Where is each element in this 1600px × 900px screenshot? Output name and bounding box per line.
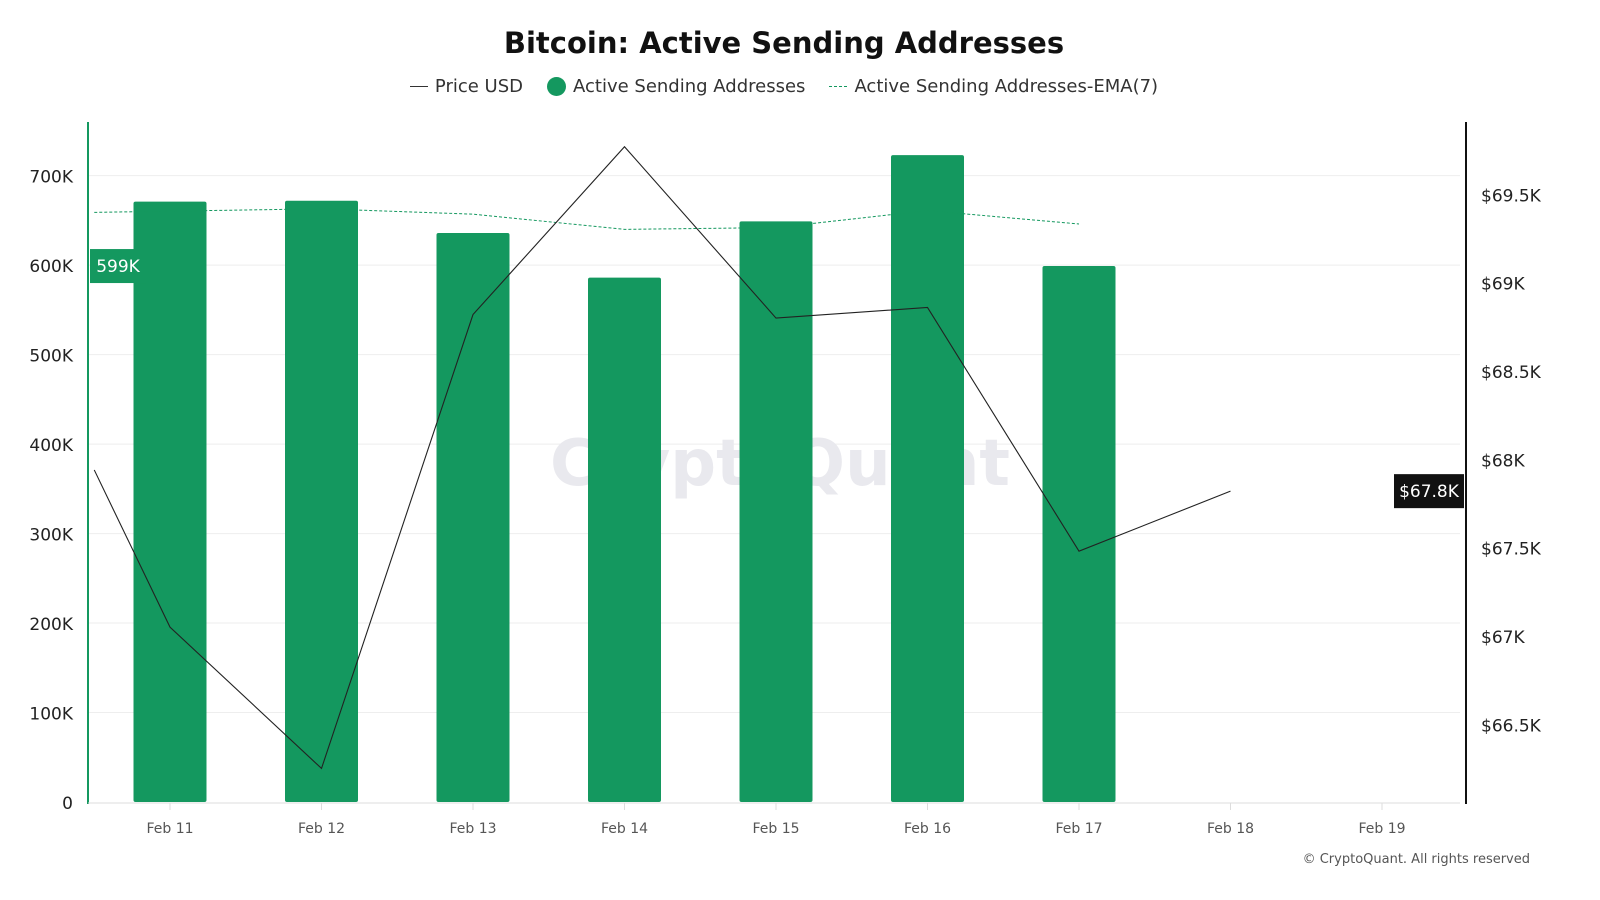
left-tick-label: 700K [29, 168, 73, 188]
right-tick-label: $69K [1481, 275, 1525, 295]
line-swatch-icon [409, 86, 428, 87]
legend-item-ema[interactable]: Active Sending Addresses-EMA(7) [829, 76, 1158, 97]
left-tick-label: 600K [29, 257, 73, 277]
left-tick-label: 0 [62, 794, 73, 814]
right-value-label: $67.8K [1399, 482, 1460, 502]
x-tick-label: Feb 12 [298, 821, 345, 837]
left-value-badge [90, 249, 146, 284]
bar-feb-15 [739, 221, 813, 802]
bar-feb-14 [588, 277, 661, 802]
x-tick-label: Feb 16 [904, 821, 951, 837]
dash-swatch-icon [829, 86, 848, 87]
left-tick-label: 500K [29, 347, 73, 367]
legend-item-active-sending[interactable]: Active Sending Addresses [547, 76, 805, 97]
bar-feb-12 [285, 200, 358, 803]
price-line [93, 145, 1231, 770]
right-tick-label: $68K [1481, 451, 1525, 471]
legend-label: Active Sending Addresses [573, 76, 806, 97]
x-tick-label: Feb 14 [601, 821, 648, 837]
legend-item-price[interactable]: Price USD [409, 76, 523, 97]
bar-feb-16 [891, 155, 964, 802]
x-tick-label: Feb 15 [752, 821, 799, 837]
right-value-badge [1394, 474, 1464, 509]
chart-title: Bitcoin: Active Sending Addresses [503, 26, 1065, 60]
x-tick-label: Feb 13 [449, 821, 496, 837]
x-tick-label: Feb 17 [1055, 821, 1102, 837]
left-value-label: 599K [96, 257, 140, 277]
right-tick-label: $68.5K [1481, 363, 1542, 383]
right-tick-label: $67.5K [1481, 540, 1542, 560]
copyright: © CryptoQuant. All rights reserved [1302, 852, 1530, 867]
ema-line [94, 208, 1080, 230]
x-tick-label: Feb 11 [146, 821, 193, 837]
legend: Price USD Active Sending Addresses Activ… [0, 76, 1568, 97]
dot-swatch-icon [547, 77, 566, 96]
x-tick-label: Feb 19 [1358, 821, 1405, 837]
legend-label: Price USD [434, 76, 523, 97]
right-tick-label: $69.5K [1481, 186, 1542, 206]
bar-feb-11 [133, 201, 207, 802]
x-tick-label: Feb 18 [1207, 821, 1254, 837]
right-tick-label: $67K [1481, 628, 1525, 648]
left-tick-label: 400K [29, 436, 73, 456]
left-tick-label: 200K [29, 615, 73, 635]
left-tick-label: 300K [29, 526, 73, 546]
bar-feb-13 [436, 232, 510, 802]
right-tick-label: $66.5K [1481, 716, 1542, 736]
left-tick-label: 100K [29, 705, 73, 725]
legend-label: Active Sending Addresses-EMA(7) [854, 76, 1159, 97]
bar-feb-17 [1042, 266, 1116, 803]
